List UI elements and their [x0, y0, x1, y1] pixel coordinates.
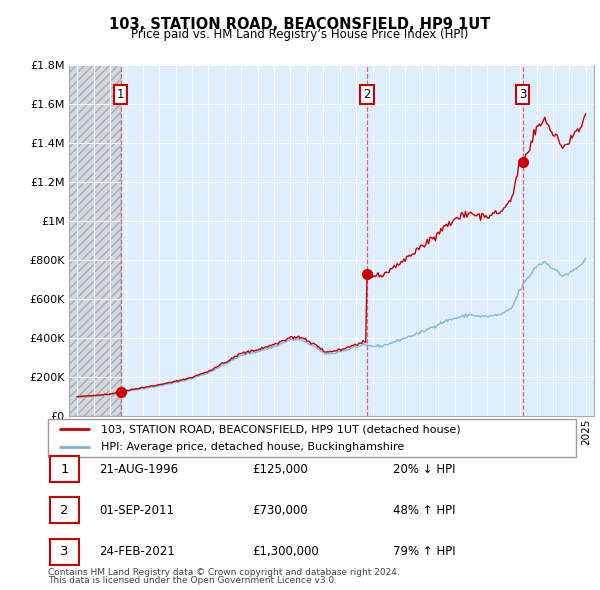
Text: 2: 2 [364, 88, 371, 101]
Bar [69, 65, 121, 416]
Text: £1,300,000: £1,300,000 [252, 545, 319, 558]
Text: 20% ↓ HPI: 20% ↓ HPI [393, 463, 455, 476]
Text: 1: 1 [117, 88, 124, 101]
Text: 48% ↑ HPI: 48% ↑ HPI [393, 504, 455, 517]
Text: 1: 1 [60, 463, 69, 476]
Text: £125,000: £125,000 [252, 463, 308, 476]
Text: 3: 3 [519, 88, 526, 101]
Text: Contains HM Land Registry data © Crown copyright and database right 2024.: Contains HM Land Registry data © Crown c… [48, 568, 400, 577]
Text: 3: 3 [60, 545, 69, 558]
Text: 79% ↑ HPI: 79% ↑ HPI [393, 545, 455, 558]
Text: This data is licensed under the Open Government Licence v3.0.: This data is licensed under the Open Gov… [48, 576, 337, 585]
Text: Price paid vs. HM Land Registry’s House Price Index (HPI): Price paid vs. HM Land Registry’s House … [131, 28, 469, 41]
Text: £730,000: £730,000 [252, 504, 308, 517]
Text: 21-AUG-1996: 21-AUG-1996 [99, 463, 178, 476]
Text: 2: 2 [60, 504, 69, 517]
Text: 24-FEB-2021: 24-FEB-2021 [99, 545, 175, 558]
Text: 103, STATION ROAD, BEACONSFIELD, HP9 1UT (detached house): 103, STATION ROAD, BEACONSFIELD, HP9 1UT… [101, 424, 460, 434]
Text: HPI: Average price, detached house, Buckinghamshire: HPI: Average price, detached house, Buck… [101, 442, 404, 452]
Text: 103, STATION ROAD, BEACONSFIELD, HP9 1UT: 103, STATION ROAD, BEACONSFIELD, HP9 1UT [109, 17, 491, 31]
Text: 01-SEP-2011: 01-SEP-2011 [99, 504, 174, 517]
